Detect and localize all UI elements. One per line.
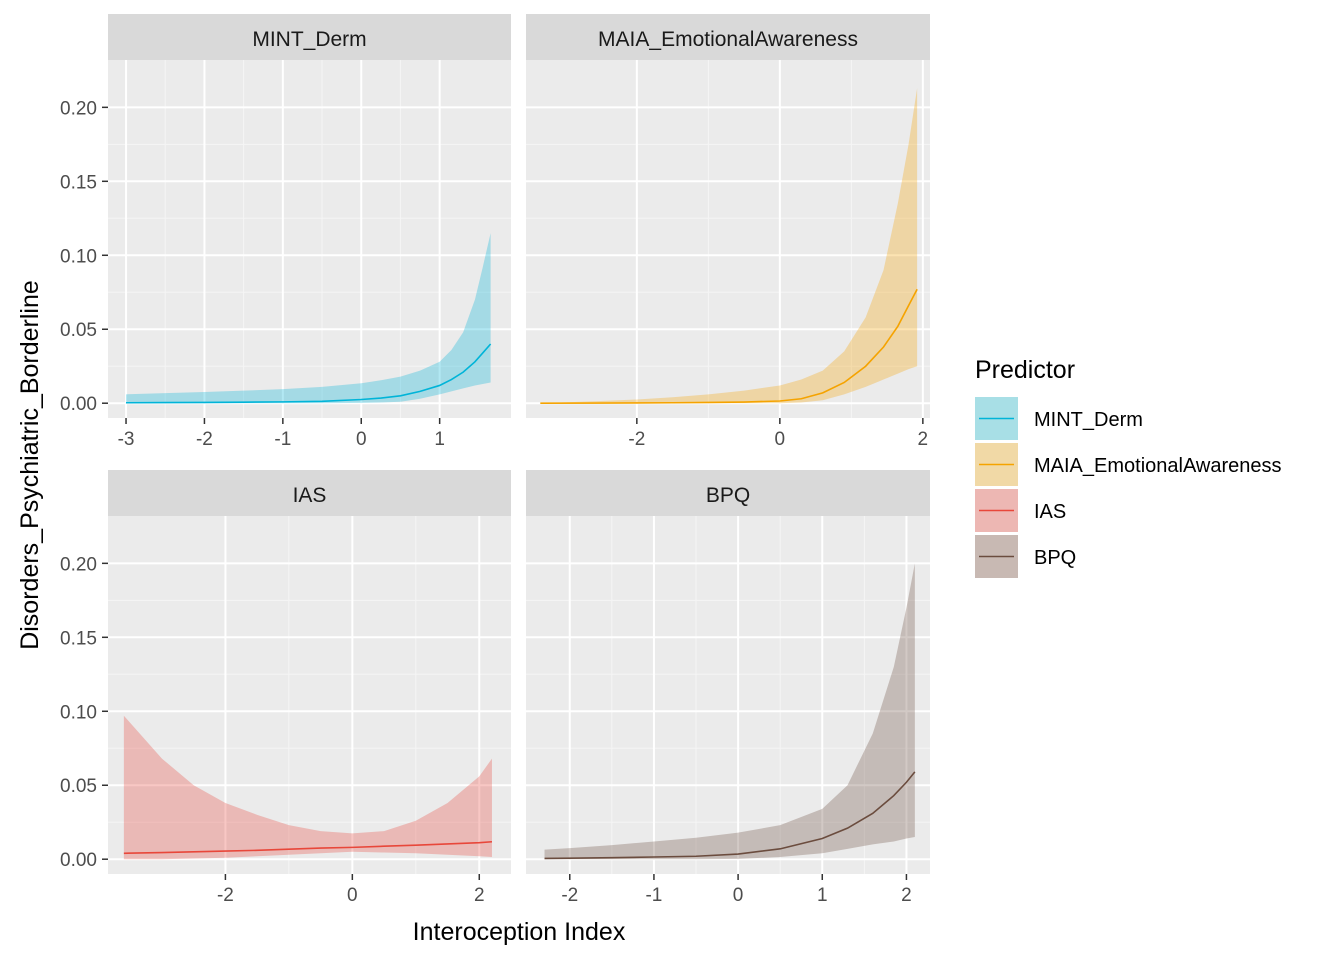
panel-IAS: IAS -2 0 2 0.00 0.05 0.10 0.15 0.20 bbox=[60, 470, 511, 906]
y-tick-label: 0.00 bbox=[60, 394, 97, 415]
x-tick-label: -2 bbox=[561, 885, 578, 906]
series-line-MAIA_EmotionalAwareness bbox=[540, 288, 918, 405]
x-tick-label: 0 bbox=[356, 429, 367, 450]
confidence-ribbon-IAS bbox=[123, 715, 492, 860]
y-axis-title: Disorders_Psychiatric_Borderline bbox=[16, 280, 44, 650]
confidence-ribbon-MAIA_EmotionalAwareness bbox=[540, 88, 918, 404]
series-line-MINT_Derm bbox=[126, 343, 492, 404]
legend-item-IAS: IAS bbox=[975, 489, 1066, 532]
y-tick-label: 0.10 bbox=[60, 246, 97, 267]
x-tick-label: 0 bbox=[733, 885, 744, 906]
x-tick-label: 2 bbox=[474, 885, 485, 906]
legend-item-BPQ: BPQ bbox=[975, 535, 1076, 578]
panel-MAIA_EmotionalAwareness: MAIA_EmotionalAwareness -2 0 2 bbox=[526, 14, 930, 450]
x-tick-label: -2 bbox=[628, 429, 645, 450]
x-tick-label: -1 bbox=[645, 885, 662, 906]
y-tick-label: 0.20 bbox=[60, 554, 97, 575]
legend: Predictor MINT_Derm MAIA_EmotionalAwarene… bbox=[975, 356, 1282, 578]
y-tick-label: 0.15 bbox=[60, 172, 97, 193]
legend-items: MINT_Derm MAIA_EmotionalAwareness IAS BPQ bbox=[975, 397, 1282, 578]
facet-strip bbox=[526, 14, 930, 60]
legend-item-MAIA_EmotionalAwareness: MAIA_EmotionalAwareness bbox=[975, 443, 1282, 486]
y-tick-label: 0.20 bbox=[60, 98, 97, 119]
y-tick-label: 0.15 bbox=[60, 628, 97, 649]
x-tick-label: 2 bbox=[901, 885, 912, 906]
panel-background bbox=[108, 516, 511, 874]
facet-strip bbox=[526, 470, 930, 516]
x-tick-label: -1 bbox=[274, 429, 291, 450]
y-tick-label: 0.05 bbox=[60, 320, 97, 341]
x-tick-label: 1 bbox=[434, 429, 445, 450]
panel-background bbox=[108, 60, 511, 418]
legend-label: BPQ bbox=[1034, 547, 1076, 569]
x-tick-label: -2 bbox=[196, 429, 213, 450]
panel-background bbox=[526, 60, 930, 418]
x-tick-label: 0 bbox=[347, 885, 358, 906]
facet-strip bbox=[108, 470, 511, 516]
facet-strip bbox=[108, 14, 511, 60]
y-tick-label: 0.05 bbox=[60, 776, 97, 797]
panels: MINT_Derm -3 -2 -1 0 1 0.00 0.05 0.10 0.15 0.20 MAI… bbox=[60, 14, 930, 906]
legend-label: MINT_Derm bbox=[1034, 409, 1143, 431]
x-axis-title: Interoception Index bbox=[413, 918, 626, 946]
y-tick-label: 0.10 bbox=[60, 702, 97, 723]
x-tick-label: -3 bbox=[118, 429, 135, 450]
legend-title: Predictor bbox=[975, 356, 1075, 384]
facet-strip-label: IAS bbox=[293, 484, 327, 507]
legend-label: MAIA_EmotionalAwareness bbox=[1034, 455, 1282, 477]
facet-strip-label: BPQ bbox=[706, 484, 750, 507]
x-tick-label: 0 bbox=[775, 429, 786, 450]
x-tick-label: 2 bbox=[918, 429, 929, 450]
facet-strip-label: MINT_Derm bbox=[252, 28, 366, 51]
panel-MINT_Derm: MINT_Derm -3 -2 -1 0 1 0.00 0.05 0.10 0.15 0.20 bbox=[60, 14, 511, 450]
y-tick-label: 0.00 bbox=[60, 850, 97, 871]
series-line-BPQ bbox=[544, 771, 916, 860]
panel-BPQ: BPQ -2 -1 0 1 2 bbox=[526, 470, 930, 906]
panel-background bbox=[526, 516, 930, 874]
x-tick-label: 1 bbox=[817, 885, 828, 906]
facet-strip-label: MAIA_EmotionalAwareness bbox=[598, 28, 858, 51]
x-tick-label: -2 bbox=[217, 885, 234, 906]
legend-label: IAS bbox=[1034, 501, 1066, 523]
confidence-ribbon-MINT_Derm bbox=[126, 233, 491, 404]
series-line-IAS bbox=[123, 840, 493, 855]
confidence-ribbon-BPQ bbox=[544, 563, 915, 860]
legend-item-MINT_Derm: MINT_Derm bbox=[975, 397, 1143, 440]
